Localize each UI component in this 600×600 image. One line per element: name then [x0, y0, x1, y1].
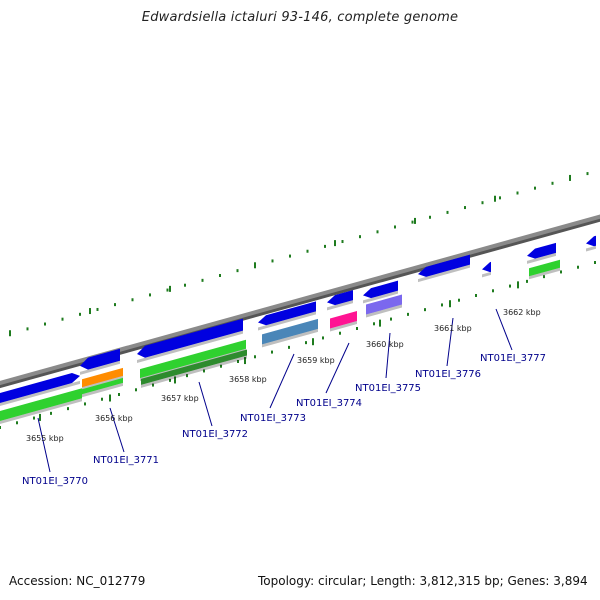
- gene-arrow: [363, 280, 398, 299]
- gene-arrow-shade: [137, 330, 243, 364]
- gene-block: [141, 349, 247, 385]
- kbp-label: 3656 kbp: [95, 414, 133, 423]
- gene-arrow: [418, 254, 470, 277]
- gene-label[interactable]: NT01EI_3773: [240, 413, 306, 424]
- gene-block: [366, 294, 402, 315]
- kbp-label: 3655 kbp: [26, 434, 64, 443]
- gene-arrow: [258, 301, 316, 326]
- gene-arrow-shade: [527, 252, 556, 264]
- gene-block: [0, 388, 82, 422]
- gene-arrow: [586, 235, 596, 247]
- callout-line: [325, 342, 350, 394]
- gene-arrow-shade: [363, 290, 398, 304]
- gene-arrow: [482, 261, 491, 273]
- gene-arrow: [527, 242, 556, 259]
- gene-block: [262, 318, 318, 345]
- gene-block-shade: [141, 355, 247, 388]
- kbp-label: 3658 kbp: [229, 375, 267, 384]
- gene-label[interactable]: NT01EI_3777: [480, 353, 546, 364]
- gene-arrow-shade: [80, 360, 120, 375]
- gene-arrow-shade: [327, 300, 353, 311]
- gene-label[interactable]: NT01EI_3776: [415, 369, 481, 380]
- gene-arrow-shade: [586, 245, 596, 252]
- callout-line: [37, 417, 51, 473]
- gene-arrow-shade: [258, 311, 316, 331]
- gene-arrow-shade: [418, 264, 470, 283]
- label-callouts: [37, 308, 513, 473]
- gene-arrow: [137, 318, 243, 358]
- map-title: Edwardsiella ictaluri 93-146, complete g…: [141, 10, 459, 25]
- callout-line: [495, 308, 513, 351]
- gene-label[interactable]: NT01EI_3772: [182, 429, 248, 440]
- gene-label[interactable]: NT01EI_3774: [296, 398, 362, 409]
- callout-line: [109, 407, 125, 453]
- gene-block: [330, 311, 357, 329]
- gene-features: [0, 235, 596, 425]
- callout-line: [198, 381, 213, 427]
- callout-line: [385, 332, 391, 379]
- gene-label[interactable]: NT01EI_3771: [93, 455, 159, 466]
- kbp-label: 3660 kbp: [366, 340, 404, 349]
- topology-text: Topology: circular; Length: 3,812,315 bp…: [258, 574, 588, 588]
- gene-block: [140, 339, 246, 379]
- gene-block-shade: [262, 328, 318, 348]
- gene-block-shade: [82, 382, 123, 398]
- gene-block: [82, 367, 123, 388]
- gene-arrow-shade: [0, 380, 80, 407]
- gene-block-shade: [330, 321, 357, 332]
- tick-marks: [0, 172, 596, 429]
- gene-label[interactable]: NT01EI_3770: [22, 476, 88, 487]
- gene-arrow: [327, 290, 353, 306]
- kbp-label: 3662 kbp: [503, 308, 541, 317]
- kbp-label: 3657 kbp: [161, 394, 199, 403]
- gene-label[interactable]: NT01EI_3775: [355, 383, 421, 394]
- gene-block-shade: [366, 304, 402, 318]
- callout-line: [446, 317, 454, 367]
- gene-block: [529, 259, 560, 277]
- kbp-label: 3661 kbp: [434, 324, 472, 333]
- gene-block-shade: [529, 267, 560, 280]
- callout-line: [269, 353, 295, 409]
- gene-block-shade: [0, 398, 82, 425]
- gene-arrow: [0, 373, 80, 404]
- gene-arrow-shade: [482, 271, 491, 278]
- accession-text: Accession: NC_012779: [9, 574, 146, 588]
- gene-arrow: [80, 348, 120, 370]
- kbp-label: 3659 kbp: [297, 356, 335, 365]
- gene-block: [82, 377, 123, 395]
